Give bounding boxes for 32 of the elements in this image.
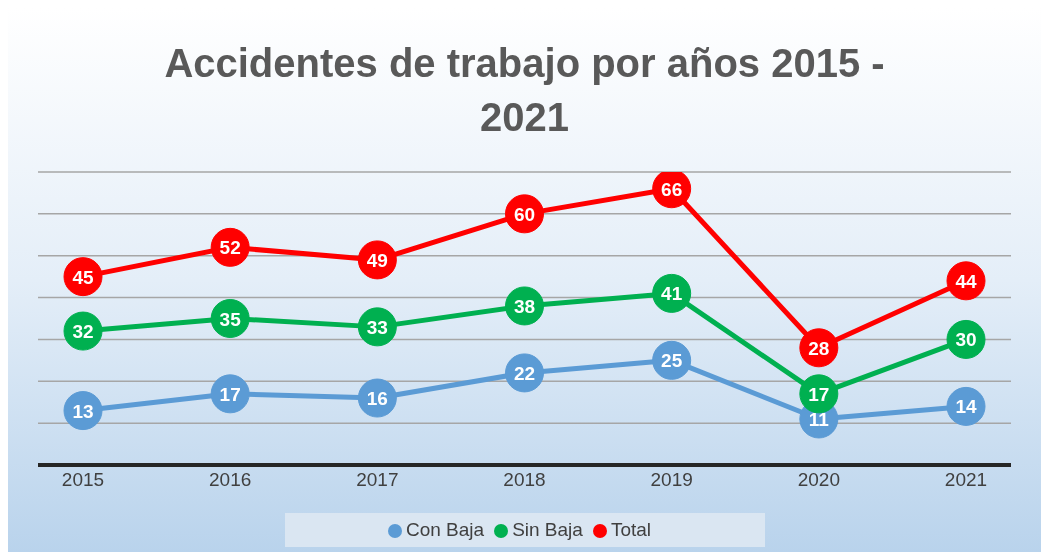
data-label: 33 (366, 316, 388, 338)
x-tick-label: 2020 (797, 469, 840, 491)
data-label: 60 (513, 203, 536, 225)
data-label: 66 (661, 178, 683, 200)
legend-label: Total (610, 519, 652, 540)
legend-label: Con Baja (405, 519, 485, 540)
x-tick-label: 2017 (356, 469, 399, 491)
data-label: 30 (955, 329, 977, 351)
data-label: 17 (808, 383, 830, 405)
chart-title: Accidentes de trabajo por años 2015 - 2021 (163, 40, 886, 141)
data-label: 16 (366, 388, 388, 410)
x-tick-label: 2018 (503, 469, 546, 491)
data-label: 41 (661, 283, 683, 305)
x-tick-label: 2019 (650, 469, 693, 491)
data-label: 38 (513, 295, 536, 317)
data-label: 11 (808, 408, 830, 430)
data-label: 32 (72, 321, 94, 343)
data-label: 45 (72, 266, 94, 288)
data-label: 52 (219, 237, 241, 259)
legend-label: Sin Baja (512, 519, 583, 540)
data-label: 22 (513, 362, 536, 384)
data-label: 28 (808, 337, 830, 359)
x-tick-label: 2021 (944, 469, 988, 491)
data-label: 13 (72, 400, 94, 422)
data-label: 25 (661, 350, 683, 372)
data-label: 17 (219, 383, 241, 405)
data-label: 14 (955, 396, 977, 418)
data-label: 44 (955, 270, 977, 292)
data-label: 35 (219, 308, 242, 330)
x-tick-label: 2016 (209, 469, 252, 491)
x-tick-label: 2015 (61, 469, 105, 491)
data-label: 49 (366, 249, 388, 271)
